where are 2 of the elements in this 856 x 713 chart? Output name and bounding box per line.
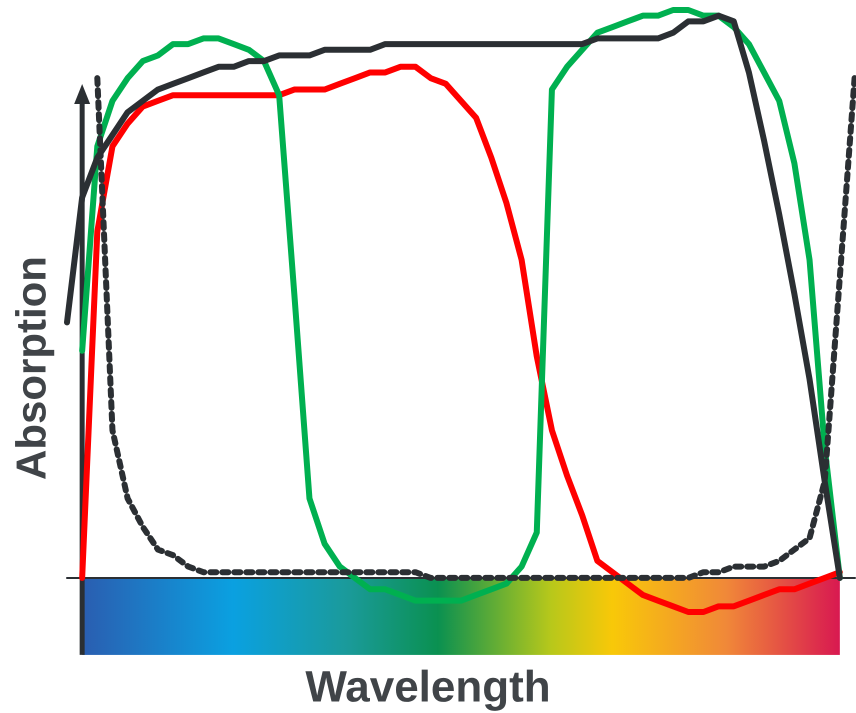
- x-axis-title: Wavelength: [305, 662, 551, 712]
- y-axis-title: Absorption: [8, 256, 54, 480]
